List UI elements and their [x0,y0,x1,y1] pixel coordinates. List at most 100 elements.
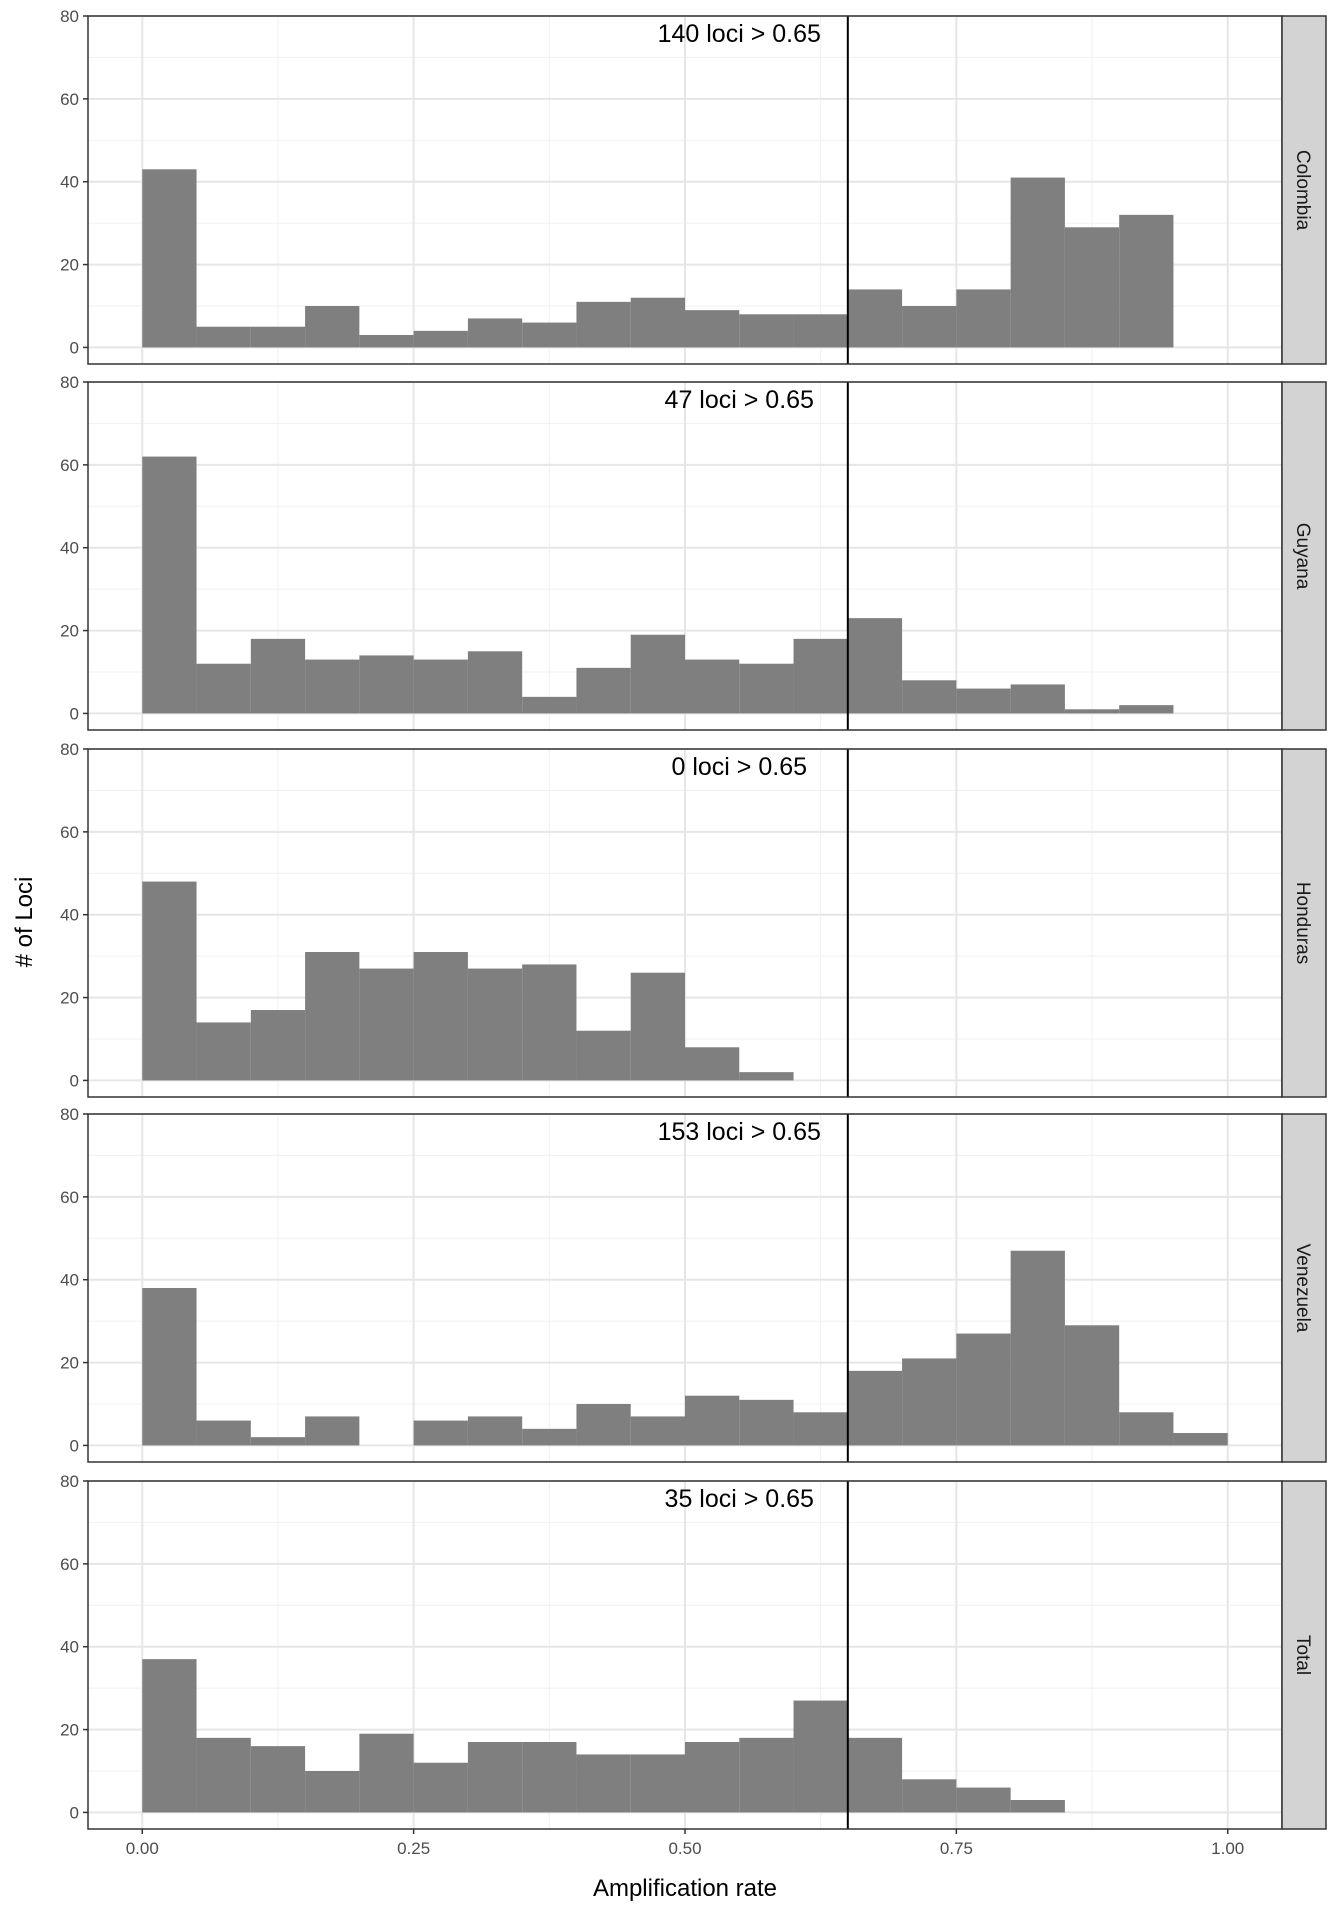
facet-strip [1281,748,1327,1098]
histogram-bar [196,326,251,348]
histogram-bar [522,696,577,714]
y-tick-label: 80 [60,740,79,759]
histogram-bar [1010,177,1065,348]
y-tick-label: 40 [60,1271,79,1290]
y-tick-label: 40 [60,1638,79,1657]
histogram-bar [576,1404,631,1446]
histogram-bar [847,1370,903,1446]
histogram-bar [1119,214,1174,348]
facet-strip-label: Honduras [1292,882,1313,964]
histogram-bar [142,881,197,1081]
y-tick-label: 60 [60,823,79,842]
histogram-bar [305,952,360,1081]
histogram-bar [250,1437,306,1446]
y-tick-label: 20 [60,622,79,641]
y-tick-label: 0 [70,338,79,357]
y-tick-label: 0 [70,1436,79,1455]
histogram-bar [630,634,685,714]
histogram-bar [359,335,414,348]
histogram-bar [576,1754,631,1813]
threshold-annotation: 47 loci > 0.65 [665,386,814,414]
panel-honduras: 0 loci > 0.65 Honduras 0 20 40 60 80 [60,740,1327,1098]
histogram-bar [685,1047,740,1081]
threshold-annotation: 153 loci > 0.65 [658,1118,821,1146]
histogram-bar [739,1072,794,1081]
panel-guyana: 47 loci > 0.65 Guyana 0 20 40 60 80 [60,373,1327,731]
x-tick-label: 0.00 [126,1839,159,1858]
histogram-bar [902,306,957,348]
histogram-bar [467,1416,523,1446]
histogram-bar [685,1395,740,1446]
histogram-bar [359,968,414,1081]
histogram-bar [1010,684,1065,714]
histogram-bar [359,1733,414,1813]
panel-total: 35 loci > 0.65 Total 0 20 40 60 80 0.00 0.25 0.50… [60,1472,1327,1858]
histogram-bar [739,1399,794,1446]
facet-strip-label: Total [1292,1635,1313,1675]
histogram-bar [847,618,903,714]
histogram-bar [793,638,848,714]
histogram-bar [305,1416,360,1446]
y-tick-label: 20 [60,1354,79,1373]
histogram-bar [1010,1250,1065,1446]
histogram-bar [576,667,631,714]
y-tick-label: 0 [70,704,79,723]
histogram-bar [685,1742,740,1813]
histogram-bar [739,1737,794,1813]
y-tick-label: 80 [60,1105,79,1124]
histogram-bar [142,456,197,714]
histogram-bar [413,659,468,714]
histogram-bar [250,638,306,714]
histogram-bar [902,1779,957,1813]
x-tick-label: 1.00 [1211,1839,1244,1858]
histogram-bar [522,1428,577,1446]
facet-strip-label: Venezuela [1292,1244,1313,1333]
histogram-bar [576,1030,631,1081]
histogram-bar [630,1754,685,1813]
histogram-bar [576,301,631,348]
y-tick-label: 60 [60,456,79,475]
y-tick-label: 60 [60,90,79,109]
y-axis-label: # of Loci [11,877,38,968]
histogram-bar [956,289,1011,348]
histogram-bar [793,314,848,348]
histogram-bar [467,968,523,1081]
histogram-bar [956,1333,1011,1446]
histogram-bar [1064,709,1120,714]
histogram-bar [1064,227,1120,348]
histogram-bar [630,972,685,1081]
histogram-bar [630,1416,685,1446]
histogram-bar [467,1742,523,1813]
panel-colombia: 140 loci > 0.65 Colombia 0 20 40 60 80 [60,7,1327,365]
histogram-bar [413,1762,468,1813]
histogram-bar [413,952,468,1081]
histogram-bar [1173,1433,1228,1446]
histogram-bar [685,310,740,348]
histogram-bar [902,680,957,714]
histogram-bar [413,330,468,348]
y-tick-label: 20 [60,989,79,1008]
threshold-annotation: 0 loci > 0.65 [672,753,808,781]
y-tick-label: 20 [60,256,79,275]
histogram-bar [793,1412,848,1446]
facet-strip-label: Guyana [1292,523,1313,590]
histogram-bar [522,964,577,1081]
histogram-bar [793,1700,848,1813]
histogram-bar [250,1010,306,1081]
histogram-bar [1119,705,1174,714]
panel-venezuela: 153 loci > 0.65 Venezuela 0 20 40 60 80 [60,1105,1327,1463]
histogram-bar [847,1737,903,1813]
histogram-bar [305,659,360,714]
histogram-bar [522,1742,577,1813]
x-tick-label: 0.25 [397,1839,430,1858]
histogram-bar [1010,1800,1065,1813]
histogram-bar [305,1771,360,1813]
histogram-bar [250,326,306,348]
histogram-bar [142,1288,197,1446]
y-tick-label: 40 [60,906,79,925]
x-tick-label: 0.50 [668,1839,701,1858]
facet-strip [1281,15,1327,365]
facet-strip [1281,1480,1327,1830]
histogram-bar [196,1737,251,1813]
y-tick-label: 80 [60,373,79,392]
